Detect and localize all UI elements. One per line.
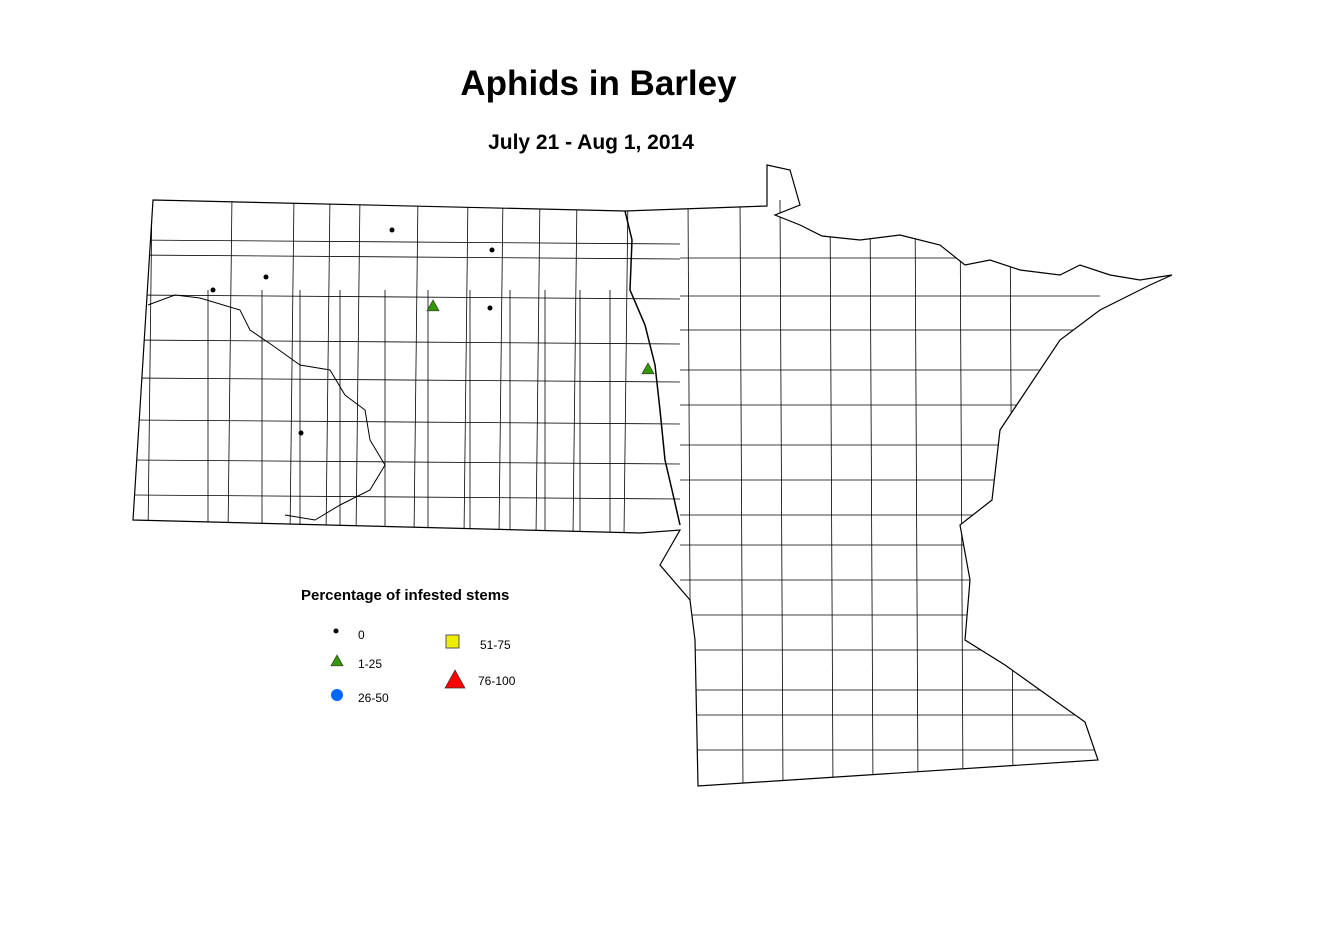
county-line — [463, 194, 469, 536]
map-title: Aphids in Barley — [460, 64, 737, 103]
county-line — [133, 459, 681, 465]
county-line — [227, 194, 233, 536]
county-line — [133, 254, 681, 260]
observation-dot — [210, 287, 216, 293]
county-line — [869, 199, 874, 786]
legend-title: Percentage of infested stems — [301, 587, 510, 604]
legend-label-1-25: 1-25 — [358, 657, 383, 671]
county-line — [535, 194, 541, 536]
county-line — [779, 199, 784, 786]
legend-triangle-red-icon — [444, 669, 466, 689]
county-line — [133, 339, 681, 345]
observation-dot — [298, 430, 304, 436]
county-line — [133, 294, 681, 300]
observation-dot — [263, 274, 269, 280]
legend-symbols — [330, 628, 466, 701]
observation-dot — [487, 305, 493, 311]
legend-label-76-100: 76-100 — [478, 674, 516, 688]
legend-circle-blue-icon — [331, 689, 343, 701]
county-line — [355, 194, 361, 536]
county-line — [687, 199, 692, 786]
observation-dot — [389, 227, 395, 233]
county-line — [133, 377, 681, 383]
legend-square-yellow-icon — [445, 634, 460, 649]
legend-label-0: 0 — [358, 628, 365, 642]
county-line — [572, 194, 578, 536]
legend-dot-icon — [333, 628, 339, 634]
state-border-red-river — [624, 210, 681, 526]
county-line — [829, 199, 834, 786]
legend-label-26-50: 26-50 — [358, 691, 389, 705]
observation-markers — [210, 227, 655, 436]
county-line — [133, 494, 681, 500]
legend-label-51-75: 51-75 — [480, 638, 511, 652]
county-line — [959, 199, 964, 786]
county-line — [413, 194, 419, 536]
map-subtitle: July 21 - Aug 1, 2014 — [488, 131, 694, 154]
county-line — [498, 194, 504, 536]
county-line — [133, 239, 681, 245]
county-line — [325, 194, 331, 536]
county-line — [739, 199, 744, 786]
missouri-river — [147, 294, 386, 521]
county-line — [147, 194, 153, 536]
county-line — [1009, 199, 1014, 786]
county-line — [289, 194, 295, 536]
observation-triangle — [426, 299, 440, 312]
county-line — [914, 199, 919, 786]
county-line — [623, 194, 629, 536]
observation-triangle — [641, 362, 655, 375]
county-boundaries — [133, 194, 1100, 786]
state-outline — [132, 164, 1173, 787]
observation-dot — [489, 247, 495, 253]
county-line — [133, 419, 681, 425]
legend-triangle-green-icon — [330, 654, 344, 667]
